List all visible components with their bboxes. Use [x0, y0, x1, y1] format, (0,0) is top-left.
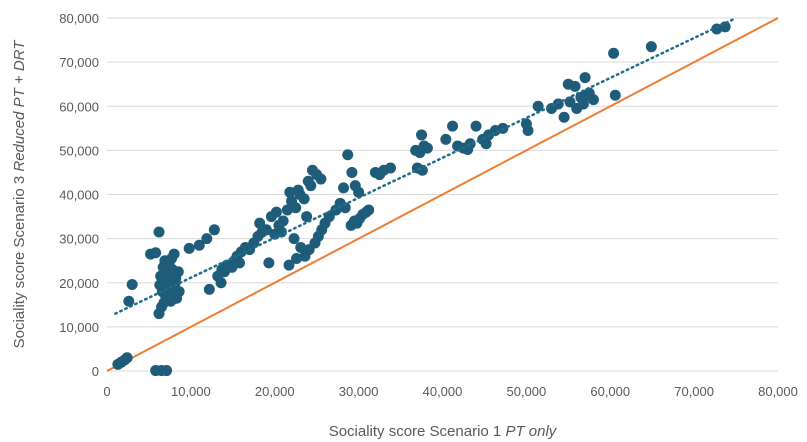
data-point [292, 184, 304, 196]
y-axis-title-main: Sociality score Scenario 3 [11, 172, 28, 349]
data-point [447, 120, 459, 132]
x-tick-label: 0 [103, 384, 110, 399]
x-axis-title: Sociality score Scenario 1 PT only [329, 423, 558, 440]
data-point [532, 100, 544, 112]
data-point [569, 80, 581, 92]
data-point [342, 149, 354, 161]
data-point [161, 365, 173, 377]
data-point [234, 257, 246, 269]
y-tick-label: 40,000 [59, 188, 99, 203]
data-point [470, 120, 482, 132]
data-point [281, 204, 293, 216]
data-point [159, 255, 171, 267]
y-tick-label: 20,000 [59, 276, 99, 291]
data-point [363, 204, 375, 216]
data-point [298, 193, 310, 205]
data-point [440, 133, 452, 145]
data-point [291, 252, 303, 264]
data-point [123, 295, 135, 307]
data-point [288, 233, 300, 245]
data-point [153, 226, 165, 238]
data-point [315, 173, 327, 185]
data-point [173, 286, 185, 298]
data-point [416, 129, 428, 141]
linear-trendline [114, 16, 738, 315]
data-point [295, 241, 307, 253]
y-axis-ticks: 0 10,000 20,000 30,000 40,000 50,000 60,000 70,… [59, 11, 99, 379]
data-point [203, 283, 215, 295]
data-point [711, 23, 723, 35]
data-point [480, 138, 492, 150]
x-axis-title-main: Sociality score Scenario 1 [329, 423, 506, 440]
data-points [112, 21, 731, 377]
data-point [346, 166, 358, 178]
data-point [577, 98, 589, 110]
data-point [165, 295, 177, 307]
data-point [301, 211, 313, 223]
y-tick-label: 0 [92, 364, 99, 379]
y-axis-title: Sociality score Scenario 3 Reduced PT + … [11, 39, 28, 349]
data-point [168, 248, 180, 260]
data-point [305, 180, 317, 192]
data-point [579, 72, 591, 84]
data-point [193, 239, 205, 251]
y-tick-label: 30,000 [59, 232, 99, 247]
data-point [260, 224, 272, 236]
data-point [338, 182, 350, 194]
data-point [384, 162, 396, 174]
y-tick-label: 70,000 [59, 55, 99, 70]
data-point [581, 89, 593, 101]
data-point [201, 233, 213, 245]
y-tick-label: 10,000 [59, 320, 99, 335]
data-point [277, 215, 289, 227]
y-tick-label: 50,000 [59, 143, 99, 158]
data-point [645, 41, 657, 53]
x-tick-label: 80,000 [758, 384, 798, 399]
data-point [172, 266, 184, 278]
x-tick-label: 20,000 [255, 384, 295, 399]
reference-line-y-equals-x [106, 17, 779, 372]
data-point [215, 277, 227, 289]
y-axis-title-italic: Reduced PT + DRT [11, 39, 28, 172]
data-point [208, 224, 220, 236]
data-point [155, 270, 167, 282]
data-point [150, 247, 162, 259]
data-point [353, 186, 365, 198]
x-tick-label: 10,000 [171, 384, 211, 399]
data-point [284, 186, 296, 198]
x-tick-label: 30,000 [339, 384, 379, 399]
x-axis-ticks: 0 10,000 20,000 30,000 40,000 50,000 60,000 70,… [103, 384, 798, 399]
data-point [270, 206, 282, 218]
data-point [339, 202, 351, 214]
data-point [254, 217, 266, 229]
data-point [290, 202, 302, 214]
data-point [421, 142, 433, 154]
data-point [609, 89, 621, 101]
data-point [283, 259, 295, 271]
data-point [126, 279, 138, 291]
y-tick-label: 80,000 [59, 11, 99, 26]
data-point [558, 111, 570, 123]
data-point [183, 242, 195, 254]
data-point [121, 352, 133, 364]
x-tick-label: 60,000 [590, 384, 630, 399]
x-tick-label: 40,000 [423, 384, 463, 399]
x-tick-label: 50,000 [506, 384, 546, 399]
x-tick-label: 70,000 [674, 384, 714, 399]
x-axis-title-italic: PT only [505, 423, 557, 440]
y-tick-label: 60,000 [59, 99, 99, 114]
data-point [522, 125, 534, 137]
data-point [351, 217, 363, 229]
data-point [608, 47, 620, 59]
data-point [263, 257, 275, 269]
gridlines [107, 17, 778, 328]
